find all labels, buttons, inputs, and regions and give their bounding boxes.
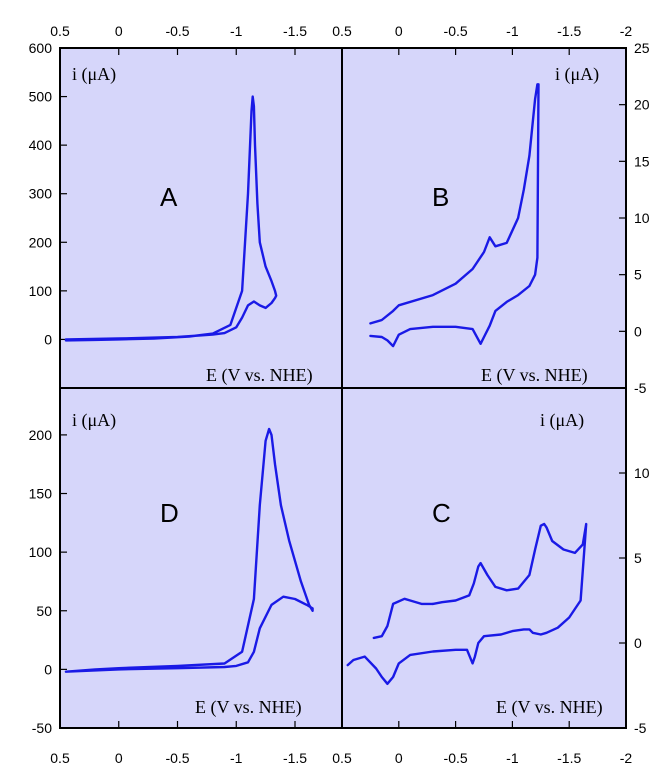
panel-D-ytick-label: 0	[44, 661, 52, 677]
panel-A-ytick-label: 100	[29, 283, 53, 299]
panel-B-curve	[369, 83, 540, 348]
panel-B-xlabel: E (V vs. NHE)	[481, 365, 588, 386]
panel-A-ticks: 0.5 0 -0.5 -1 -1.5 0 100 200 300 400 500 600	[29, 23, 308, 347]
panel-C-xtick-label: 0.5	[332, 750, 352, 763]
panel-C-ytick-label: 10	[634, 465, 650, 481]
panel-C-ytick-label: 0	[634, 635, 642, 651]
panel-D-xtick-label: 0	[115, 750, 123, 763]
panel-A-letter: A	[160, 182, 178, 212]
panel-A-ytick-label: 300	[29, 186, 53, 202]
panel-A-xtick-label: -1.5	[283, 23, 307, 39]
panel-B-plot-area	[342, 48, 626, 388]
panel-B-ytick-label: 10	[634, 210, 650, 226]
panel-A-xtick-label: -0.5	[165, 23, 189, 39]
panel-C-ytick-label: -5	[634, 720, 647, 736]
panel-C-plot-area	[342, 388, 626, 728]
panel-A-curve	[64, 95, 278, 342]
panel-A-plot-area	[60, 48, 342, 388]
panel-C-xlabel: E (V vs. NHE)	[496, 697, 603, 718]
panel-D-ytick-label: 100	[29, 544, 53, 560]
panel-B-letter: B	[432, 182, 449, 212]
panel-B-ylabel: i (μA)	[555, 64, 599, 85]
panel-C-letter: C	[432, 498, 451, 528]
panel-D-ylabel: i (μA)	[72, 410, 116, 431]
panel-A-xtick-label: 0.5	[50, 23, 70, 39]
panel-D-curve	[64, 427, 314, 673]
panel-C-ytick-label: 5	[634, 550, 642, 566]
panel-D-ytick-label: 200	[29, 427, 53, 443]
panel-B-ytick-label: -5	[634, 380, 647, 396]
panel-D-xtick-label: 0.5	[50, 750, 70, 763]
panel-C-ylabel: i (μA)	[540, 410, 584, 431]
panel-D-plot-area	[60, 388, 342, 728]
panel-B-xtick-label: -0.5	[444, 23, 468, 39]
panel-D-ytick-label: -50	[32, 720, 52, 736]
panel-A-ytick-label: 600	[29, 40, 53, 56]
panel-D-xtick-label: -1.5	[283, 750, 307, 763]
panel-A-xtick-label: 0	[115, 23, 123, 39]
panel-C-curve	[346, 522, 588, 685]
panel-D-ytick-label: 50	[36, 603, 52, 619]
panel-B-xtick-label: -1.5	[557, 23, 581, 39]
panel-B-ytick-label: 5	[634, 267, 642, 283]
panel-A: 0.5 0 -0.5 -1 -1.5 0 100 200 300 400 500 600 i (μA)…	[29, 23, 342, 388]
panel-A-ytick-label: 400	[29, 137, 53, 153]
panel-B: 0.5 0 -0.5 -1 -1.5 -2 -5 0 5 10 15 20 25 i (μA) E (V…	[332, 23, 650, 396]
panel-A-xlabel: E (V vs. NHE)	[206, 365, 313, 386]
panel-C-xtick-label: -0.5	[444, 750, 468, 763]
panel-D-ytick-label: 150	[29, 486, 53, 502]
panel-C-curve-tail	[372, 597, 435, 640]
panel-A-xtick-label: -1	[230, 23, 243, 39]
panel-D-ticks: 0.5 0 -0.5 -1 -1.5 -50 0 50 100 150 200	[29, 427, 308, 763]
panel-B-ytick-label: 20	[634, 97, 650, 113]
panel-C-ticks: 0.5 0 -0.5 -1 -1.5 -2 -5 0 5 10	[332, 465, 650, 763]
panel-B-xtick-label: -1	[506, 23, 519, 39]
panel-A-ytick-label: 500	[29, 89, 53, 105]
panel-C-xtick-label: -1.5	[557, 750, 581, 763]
panel-D-xtick-label: -1	[230, 750, 243, 763]
panel-A-ytick-label: 0	[44, 331, 52, 347]
panel-C: 0.5 0 -0.5 -1 -1.5 -2 -5 0 5 10 i (μA) E (V vs. N…	[332, 388, 650, 763]
panel-D-letter: D	[160, 498, 179, 528]
figure-frame	[59, 47, 627, 729]
panel-B-ticks: 0.5 0 -0.5 -1 -1.5 -2 -5 0 5 10 15 20 25	[332, 23, 650, 396]
panel-D: 0.5 0 -0.5 -1 -1.5 -50 0 50 100 150 200 i (μA) E (…	[29, 388, 342, 763]
panel-B-ytick-label: 0	[634, 323, 642, 339]
panel-B-ytick-label: 15	[634, 153, 650, 169]
panel-C-xtick-label: 0	[395, 750, 403, 763]
panel-B-ytick-label: 25	[634, 40, 650, 56]
panel-A-ylabel: i (μA)	[72, 64, 116, 85]
panel-A-ytick-label: 200	[29, 234, 53, 250]
panel-D-xlabel: E (V vs. NHE)	[195, 697, 302, 718]
panel-C-xtick-label: -2	[620, 750, 633, 763]
panel-C-xtick-label: -1	[506, 750, 519, 763]
panel-B-xtick-label: -2	[620, 23, 633, 39]
panel-B-xtick-label: 0.5	[332, 23, 352, 39]
panel-D-xtick-label: -0.5	[165, 750, 189, 763]
panel-B-xtick-label: 0	[395, 23, 403, 39]
